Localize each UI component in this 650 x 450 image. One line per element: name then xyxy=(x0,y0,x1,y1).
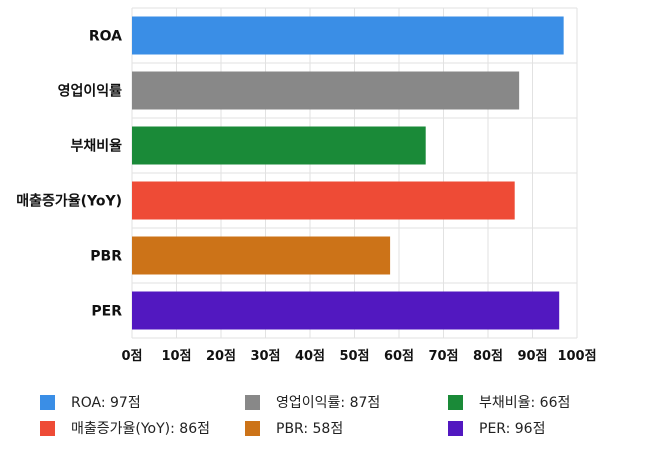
x-tick-label: 20점 xyxy=(206,349,236,364)
x-tick-label: 90점 xyxy=(517,349,547,364)
legend-swatch xyxy=(448,420,463,436)
legend-swatch xyxy=(448,394,463,410)
x-tick-label: 70점 xyxy=(428,349,458,364)
legend-swatch xyxy=(40,420,55,436)
x-tick-label: 40점 xyxy=(295,349,325,364)
legend-swatch xyxy=(40,394,55,410)
legend-item: 부채비율: 66점 xyxy=(448,392,570,412)
legend-item: PBR: 58점 xyxy=(245,418,343,438)
category-label: 매출증가율(YoY) xyxy=(16,193,122,210)
legend-label: 부채비율: 66점 xyxy=(479,395,571,411)
category-label: 부채비율 xyxy=(70,138,122,155)
bar-3 xyxy=(132,181,515,220)
legend-swatch xyxy=(245,420,260,436)
legend-label: PBR: 58점 xyxy=(276,421,344,437)
x-tick-label: 100점 xyxy=(557,349,596,364)
x-tick-label: 50점 xyxy=(339,349,369,364)
legend-label: 매출증가율(YoY): 86점 xyxy=(71,421,210,437)
legend-label: 영업이익률: 87점 xyxy=(276,395,381,411)
legend-item: PER: 96점 xyxy=(448,418,545,438)
bar-1 xyxy=(132,71,520,110)
x-tick-label: 10점 xyxy=(161,349,191,364)
bar-4 xyxy=(132,236,391,275)
legend-swatch xyxy=(245,394,260,410)
x-tick-label: 60점 xyxy=(384,349,414,364)
x-tick-label: 80점 xyxy=(473,349,503,364)
legend-item: 매출증가율(YoY): 86점 xyxy=(40,418,210,438)
legend-label: ROA: 97점 xyxy=(71,395,141,411)
category-label: 영업이익률 xyxy=(58,83,123,100)
category-label: PER xyxy=(91,304,122,320)
legend-label: PER: 96점 xyxy=(479,421,546,437)
legend-item: ROA: 97점 xyxy=(40,392,141,412)
bar-2 xyxy=(132,126,426,165)
category-label: PBR xyxy=(90,249,122,265)
legend-item: 영업이익률: 87점 xyxy=(245,392,380,412)
category-label: ROA xyxy=(89,29,122,45)
bar-0 xyxy=(132,16,564,55)
bar-5 xyxy=(132,291,560,330)
x-tick-label: 30점 xyxy=(250,349,280,364)
x-tick-label: 0점 xyxy=(121,349,142,364)
